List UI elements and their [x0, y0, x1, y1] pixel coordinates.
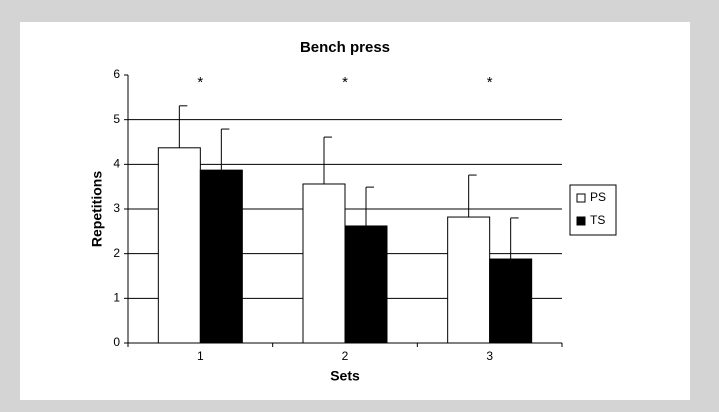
annotation: *	[197, 74, 203, 91]
y-tick-label: 2	[113, 246, 120, 260]
x-tick-label: 2	[342, 349, 349, 363]
x-axis-label: Sets	[330, 368, 360, 384]
legend-label: PS	[590, 190, 606, 204]
legend-box	[569, 184, 617, 236]
annotation: *	[342, 74, 348, 91]
bar	[344, 225, 388, 344]
x-tick-label: 1	[197, 349, 204, 363]
y-tick-label: 5	[113, 112, 120, 126]
y-tick-label: 3	[113, 201, 120, 215]
bar	[199, 169, 243, 344]
legend-swatch	[576, 216, 586, 226]
bar	[447, 216, 491, 344]
bar	[302, 183, 346, 344]
legend-swatch	[576, 193, 586, 203]
bar	[489, 258, 533, 344]
y-tick-label: 0	[113, 335, 120, 349]
annotation: *	[487, 74, 493, 91]
y-axis-label: Repetitions	[89, 171, 105, 247]
chart-title: Bench press	[300, 39, 390, 56]
bar	[157, 147, 201, 344]
legend-label: TS	[590, 213, 605, 227]
y-tick-label: 1	[113, 291, 120, 305]
y-tick-label: 4	[113, 157, 120, 171]
x-tick-label: 3	[486, 349, 493, 363]
y-tick-label: 6	[113, 67, 120, 81]
